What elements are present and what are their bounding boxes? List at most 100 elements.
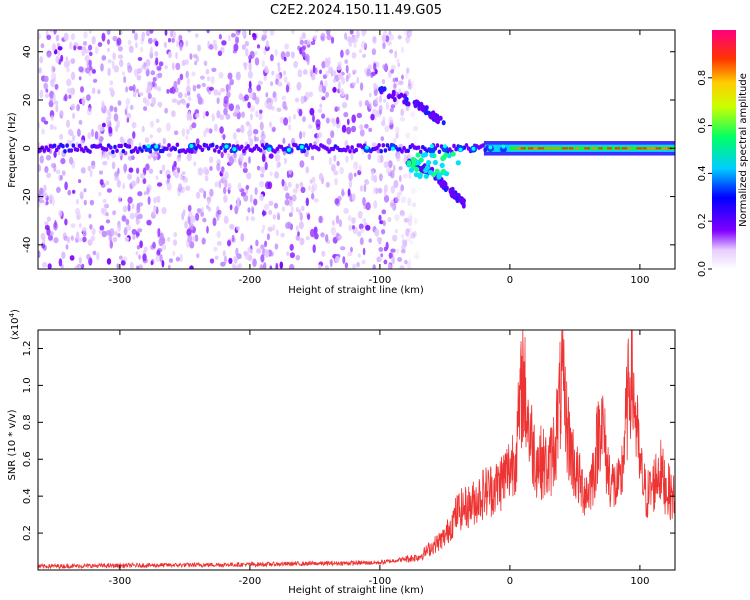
noise-dot <box>187 91 191 96</box>
noise-dot <box>209 86 214 91</box>
noise-dot <box>136 176 140 184</box>
noise-dot <box>264 45 270 52</box>
noise-dot <box>379 173 383 182</box>
carrier-line-dot <box>452 143 456 149</box>
noise-dot <box>109 228 115 237</box>
noise-dot <box>232 264 238 269</box>
noise-dot <box>281 206 286 212</box>
noise-dot <box>335 215 340 224</box>
noise-dot <box>383 30 388 37</box>
noise-dot <box>370 113 375 121</box>
y-tick-label: 0.6 <box>22 451 33 467</box>
noise-dot <box>388 252 393 259</box>
noise-dot <box>298 221 304 230</box>
noise-dot <box>42 236 46 245</box>
carrier-line-dot <box>304 143 309 148</box>
carrier-line-dot <box>167 143 171 148</box>
noise-dot <box>378 247 384 252</box>
noise-dot <box>389 200 395 209</box>
noise-dot <box>372 264 376 269</box>
noise-dot <box>59 133 63 140</box>
carrier-line-dot <box>134 146 138 151</box>
noise-dot <box>268 200 274 206</box>
noise-dot <box>267 226 273 232</box>
noise-dot <box>171 98 178 103</box>
noise-dot <box>228 257 233 264</box>
noise-dot <box>362 53 367 59</box>
noise-dot <box>328 157 332 166</box>
noise-dot <box>262 209 265 217</box>
noise-dot <box>205 111 209 117</box>
noise-dot <box>407 212 413 222</box>
noise-dot <box>368 101 373 110</box>
noise-dot <box>196 208 202 213</box>
noise-dot <box>270 126 277 133</box>
noise-dot <box>105 219 111 224</box>
carrier-peak <box>533 147 539 150</box>
noise-dot <box>185 185 191 191</box>
noise-dot <box>371 174 375 182</box>
noise-dot <box>48 194 54 200</box>
noise-dot <box>233 43 239 52</box>
noise-dot <box>216 230 221 238</box>
noise-dot <box>383 98 387 103</box>
noise-dot <box>186 103 190 109</box>
y-tick-label: 20 <box>22 94 33 107</box>
carrier-line-dot <box>258 148 263 153</box>
noise-dot <box>218 180 222 189</box>
noise-dot <box>126 117 130 123</box>
noise-dot <box>399 210 405 217</box>
noise-dot <box>195 113 200 118</box>
noise-dot <box>373 82 377 91</box>
noise-dot <box>254 57 260 66</box>
noise-dot <box>54 83 59 90</box>
noise-dot <box>89 199 95 206</box>
x-tick-label: -300 <box>109 576 132 587</box>
noise-dot <box>136 232 140 237</box>
carrier-line-dot <box>348 149 352 154</box>
noise-dot <box>166 174 171 179</box>
noise-dot <box>40 116 46 123</box>
carrier-line-dot <box>71 143 76 148</box>
noise-dot <box>381 79 386 85</box>
carrier-line-dot <box>42 148 46 153</box>
noise-dot <box>107 59 112 64</box>
carrier-line-dot <box>119 143 123 149</box>
noise-dot <box>194 234 199 242</box>
noise-dot <box>299 160 305 168</box>
noise-dot <box>405 228 410 237</box>
noise-dot <box>142 178 147 184</box>
noise-dot <box>362 197 366 206</box>
snr-y-ticks: 0.2 0.4 0.6 0.8 1.0 1.2 <box>22 341 675 541</box>
noise-dot <box>235 225 240 231</box>
carrier-line-dot <box>165 146 169 151</box>
noise-dot <box>309 179 313 184</box>
noise-dot <box>331 220 335 226</box>
noise-dot <box>118 195 121 204</box>
noise-dot <box>66 119 70 128</box>
noise-dot <box>176 39 180 48</box>
noise-dot <box>384 125 390 133</box>
noise-dot <box>405 132 411 140</box>
carrier-peak <box>550 147 555 150</box>
noise-dot <box>179 73 184 81</box>
noise-dot <box>305 166 310 174</box>
noise-dot <box>411 78 415 86</box>
noise-dot <box>106 153 110 160</box>
noise-dot <box>82 230 87 237</box>
noise-dot <box>127 65 133 73</box>
upper-tail-dot <box>421 104 426 110</box>
noise-dot <box>169 87 173 94</box>
noise-dot <box>194 60 198 66</box>
noise-dot <box>207 199 211 205</box>
noise-dot <box>166 89 170 94</box>
noise-dot <box>404 239 408 247</box>
noise-dot <box>249 113 253 121</box>
noise-dot <box>70 33 76 41</box>
noise-dot <box>412 230 417 239</box>
noise-dot <box>361 40 366 50</box>
cluster-dot <box>408 167 414 173</box>
noise-dot <box>400 196 407 204</box>
colorbar: 0.0 0.2 0.4 0.6 0.8 Normalized spectral ampl… <box>697 30 749 277</box>
carrier-blob-core <box>189 143 194 148</box>
